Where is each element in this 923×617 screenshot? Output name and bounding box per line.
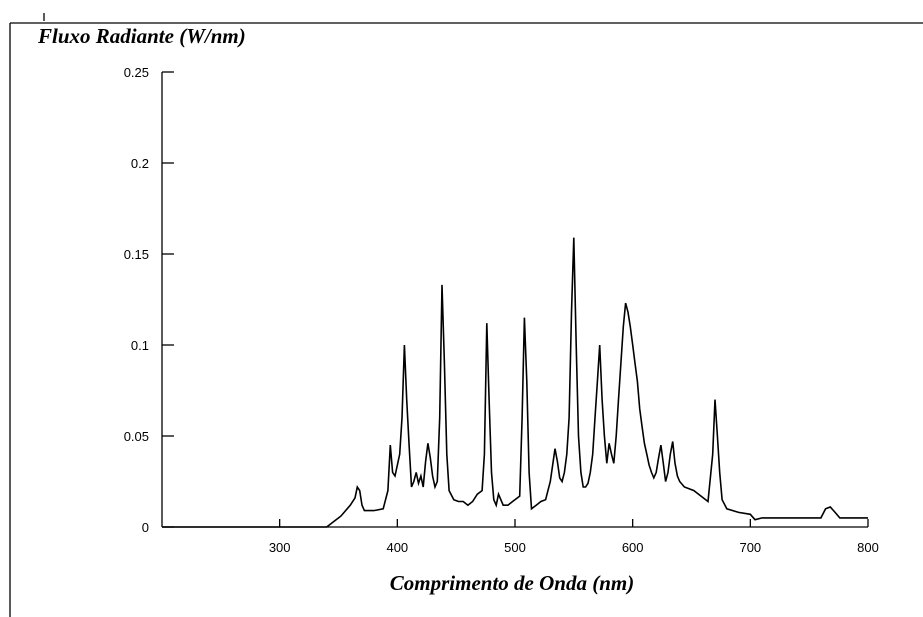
y-tick-label: 0.15 [124, 247, 149, 262]
x-tick-label: 400 [386, 540, 408, 555]
axes [161, 72, 868, 528]
y-axis-label: Fluxo Radiante (W/nm) [38, 24, 246, 48]
x-tick-label: 600 [622, 540, 644, 555]
x-tick-label: 300 [269, 540, 291, 555]
y-tick-label: 0.05 [124, 429, 149, 444]
tick-labels: 300 400 500 600 700 800 0 0.05 0.1 0.15 0.2 0.25 [124, 65, 879, 555]
figure-frame [9, 13, 923, 617]
y-tick-label: 0.2 [131, 156, 149, 171]
ticks [162, 71, 869, 528]
y-tick-label: 0.1 [131, 338, 149, 353]
x-tick-label: 700 [739, 540, 761, 555]
y-tick-label: 0.25 [124, 65, 149, 80]
spectrum-line [162, 237, 868, 528]
x-tick-label: 800 [857, 540, 879, 555]
y-tick-label: 0 [142, 520, 149, 535]
x-axis-label: Comprimento de Onda (nm) [389, 571, 635, 595]
x-tick-label: 500 [504, 540, 526, 555]
